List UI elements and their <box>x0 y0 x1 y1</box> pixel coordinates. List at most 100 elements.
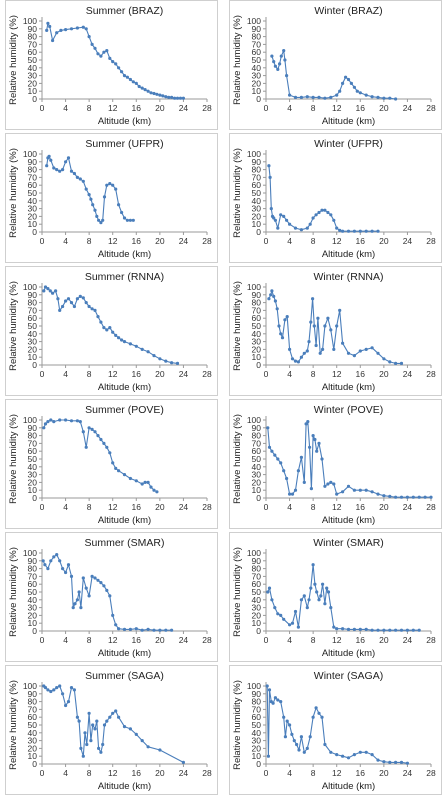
y-tick-label: 10 <box>252 618 262 628</box>
data-point <box>307 598 311 602</box>
y-tick-label: 0 <box>32 227 37 237</box>
y-tick-label: 30 <box>28 204 38 214</box>
data-point <box>84 301 88 305</box>
data-point <box>102 441 106 445</box>
x-tick-label: 28 <box>202 369 212 379</box>
data-point <box>158 93 162 97</box>
x-tick-label: 8 <box>87 236 92 246</box>
y-tick-label: 40 <box>28 329 38 339</box>
data-point <box>117 336 121 340</box>
data-point <box>152 628 156 632</box>
data-point <box>302 750 306 754</box>
data-point <box>320 457 324 461</box>
data-point <box>46 567 50 571</box>
data-point <box>325 586 329 590</box>
x-tick-label: 28 <box>426 635 436 645</box>
data-point <box>125 75 129 79</box>
data-point <box>352 229 356 233</box>
data-point <box>55 686 59 690</box>
data-point <box>308 445 312 449</box>
data-point <box>178 96 183 100</box>
y-tick-label: 10 <box>28 751 38 761</box>
data-point <box>46 420 50 424</box>
data-point <box>306 420 310 424</box>
data-point <box>108 594 112 598</box>
data-point <box>267 164 271 168</box>
data-point <box>267 445 272 449</box>
data-point <box>175 96 180 100</box>
data-point <box>75 26 79 30</box>
data-point <box>64 28 68 32</box>
data-point <box>283 58 287 62</box>
x-axis-label: Altitude (km) <box>322 648 375 659</box>
y-tick-label: 0 <box>256 227 261 237</box>
data-point <box>338 308 342 312</box>
chart-title: Summer (BRAZ) <box>86 5 164 17</box>
y-tick-label: 80 <box>252 431 262 441</box>
data-point <box>285 719 289 723</box>
data-point <box>276 67 280 71</box>
y-tick-label: 30 <box>252 337 262 347</box>
chart-title: Winter (SMAR) <box>313 537 384 549</box>
y-tick-label: 100 <box>23 149 37 159</box>
x-tick-label: 24 <box>403 236 413 246</box>
x-tick-label: 28 <box>202 502 212 512</box>
data-point <box>311 95 315 99</box>
x-tick-label: 24 <box>179 103 189 113</box>
data-point <box>358 627 362 631</box>
data-point <box>87 304 91 309</box>
x-tick-label: 0 <box>40 635 45 645</box>
data-point <box>43 422 48 426</box>
x-axis-label: Altitude (km) <box>98 382 151 393</box>
data-point <box>87 594 91 598</box>
data-point <box>323 742 327 747</box>
data-point <box>52 555 56 559</box>
data-point <box>276 612 280 616</box>
data-point <box>58 418 62 422</box>
chart-panel: Winter (BRAZ) 0 10 20 30 40 50 60 70 80 90 100 0 4 8 12… <box>229 0 442 130</box>
y-tick-label: 0 <box>32 94 37 104</box>
data-point <box>66 563 71 567</box>
data-point <box>271 701 275 705</box>
data-point <box>84 27 88 31</box>
x-tick-label: 20 <box>379 635 389 645</box>
y-tick-label: 100 <box>247 282 261 292</box>
x-tick-label: 28 <box>426 236 436 246</box>
x-tick-label: 0 <box>264 236 269 246</box>
chart-panel: Summer (UFPR) 0 10 20 30 40 50 60 70 80 90 100 0 4 8 12… <box>5 133 218 263</box>
data-point <box>117 627 121 631</box>
data-point <box>305 606 309 610</box>
data-point <box>399 628 404 632</box>
data-point <box>370 229 374 233</box>
x-tick-label: 16 <box>356 369 366 379</box>
data-point <box>332 482 336 486</box>
data-point <box>51 38 55 43</box>
data-point <box>90 574 94 578</box>
data-point <box>417 495 421 499</box>
x-tick-label: 20 <box>379 502 389 512</box>
data-point <box>341 754 345 758</box>
data-point <box>78 294 82 298</box>
data-point <box>85 742 89 747</box>
data-point <box>382 760 386 764</box>
data-point <box>158 748 162 752</box>
data-point <box>87 711 91 715</box>
data-point <box>114 466 118 470</box>
x-tick-label: 16 <box>356 103 366 113</box>
data-point <box>314 213 318 217</box>
data-point <box>48 24 52 29</box>
y-tick-label: 50 <box>28 454 38 464</box>
y-tick-label: 80 <box>28 431 38 441</box>
data-point <box>355 89 359 93</box>
x-tick-label: 0 <box>264 103 269 113</box>
x-tick-label: 24 <box>179 635 189 645</box>
data-point <box>140 86 144 90</box>
x-tick-label: 28 <box>202 236 212 246</box>
x-tick-label: 12 <box>108 236 118 246</box>
data-point <box>305 95 309 99</box>
data-point <box>84 445 88 449</box>
y-axis-label: Relative humidity (%) <box>232 680 243 770</box>
y-tick-label: 100 <box>23 681 37 691</box>
